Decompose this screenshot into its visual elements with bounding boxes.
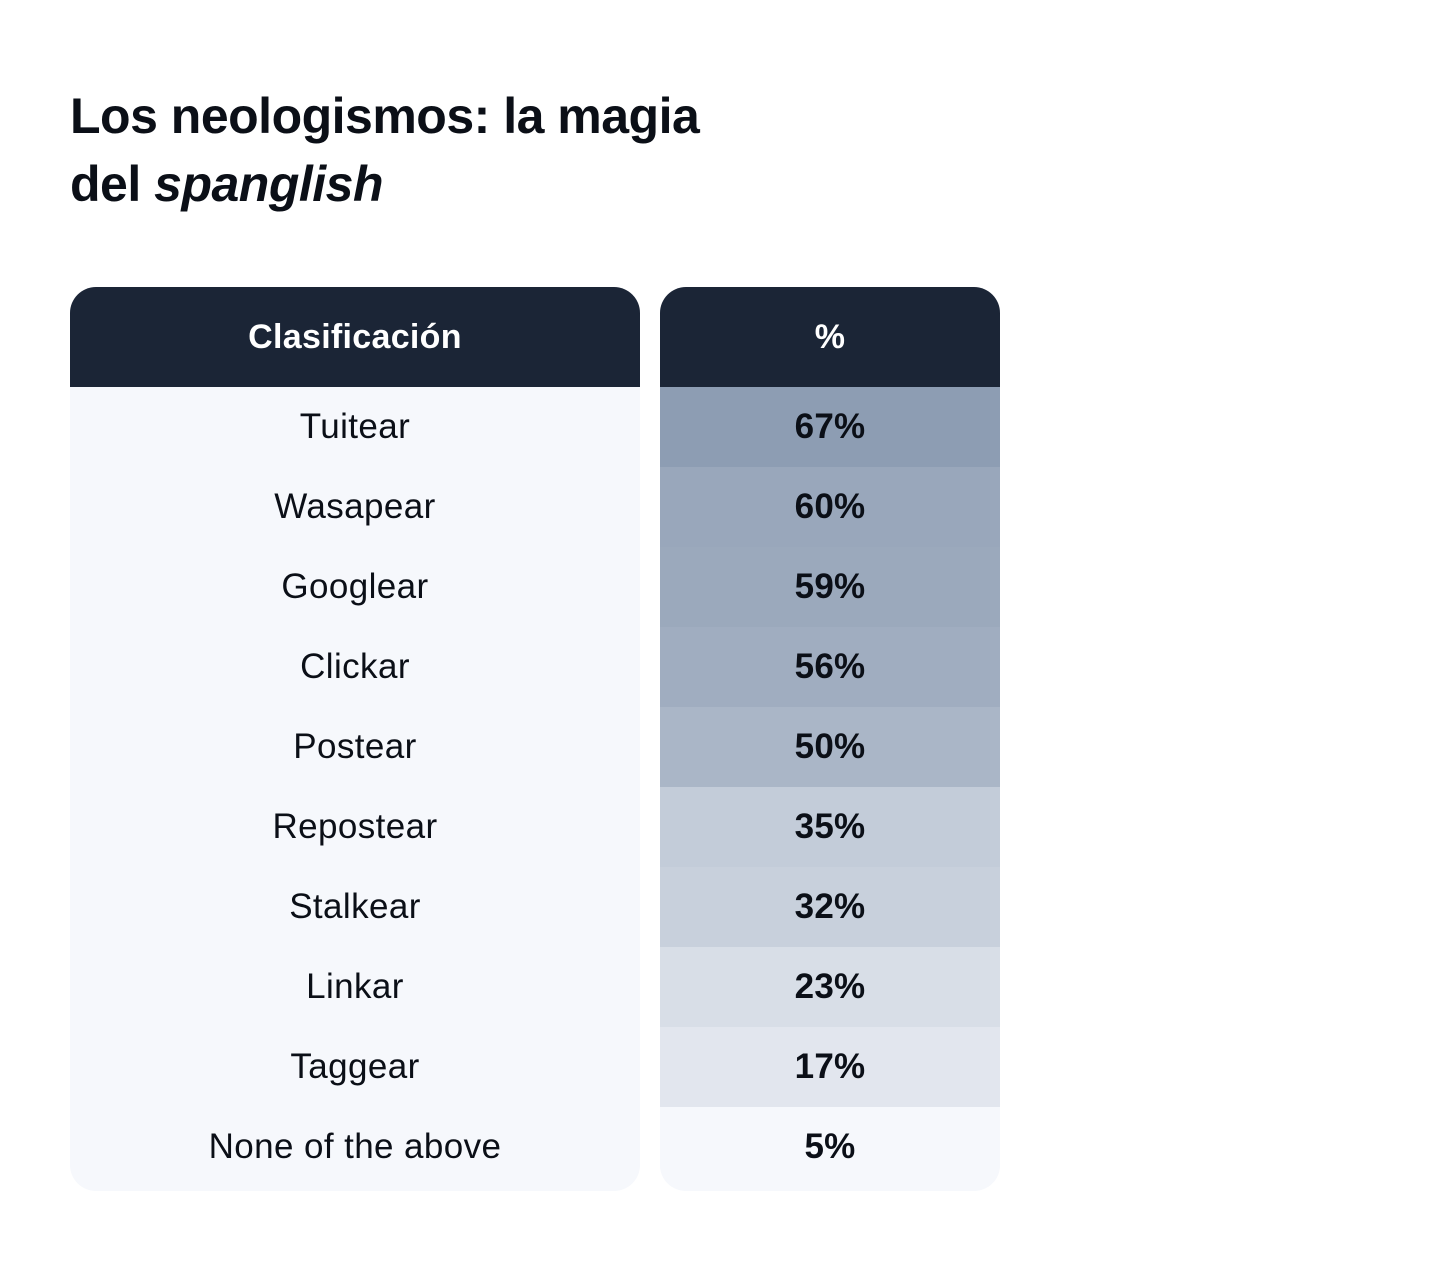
table-row-label: None of the above — [208, 1127, 502, 1166]
table-row-label: Wasapear — [274, 487, 436, 526]
title-line-1: Los neologismos: la magia — [70, 88, 700, 144]
table-row-value: 5% — [660, 1107, 1000, 1187]
table-row-label: Postear — [293, 727, 417, 766]
title-line-2-prefix: del — [70, 156, 155, 212]
classification-column: Clasificación Tuitear Wasapear Googlear Cli… — [70, 287, 640, 1191]
table-row-label: Stalkear — [289, 887, 421, 926]
title-line-2-emphasis: spanglish — [154, 156, 384, 212]
percent-header: % — [660, 287, 1000, 387]
table-row-label: Clickar — [300, 647, 410, 686]
table-row-value: 35% — [660, 787, 1000, 867]
classification-cells: Tuitear Wasapear Googlear Clickar Postear Rep… — [70, 387, 640, 1187]
classification-header: Clasificación — [70, 287, 640, 387]
table-row-label: Repostear — [272, 807, 438, 846]
table-row-value: 50% — [660, 707, 1000, 787]
table-row-value: 59% — [660, 547, 1000, 627]
table-row-value: 17% — [660, 1027, 1000, 1107]
table-row-value: 23% — [660, 947, 1000, 1027]
table-row-value: 60% — [660, 467, 1000, 547]
table-row-value: 67% — [660, 387, 1000, 467]
table-row-label: Tuitear — [299, 407, 411, 446]
page-title: Los neologismos: la magia del spanglish — [70, 82, 830, 218]
table-row-label: Linkar — [306, 967, 404, 1006]
percent-cells: 67% 60% 59% 56% 50% 35% 32% 23% 17% 5% — [660, 387, 1000, 1187]
table-row-value: 56% — [660, 627, 1000, 707]
percent-column: % 67% 60% 59% 56% 50% 35% 32% 23% 17% 5% — [660, 287, 1000, 1191]
table-row-label: Googlear — [281, 567, 429, 606]
table-row-value: 32% — [660, 867, 1000, 947]
table-row-label: Taggear — [290, 1047, 420, 1086]
neologisms-table: Clasificación Tuitear Wasapear Googlear Cli… — [70, 287, 1000, 1191]
